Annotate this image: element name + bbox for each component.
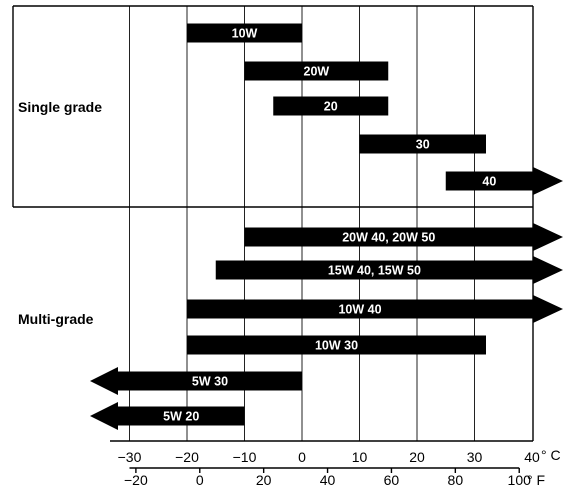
celsius-unit-label: ° C (541, 447, 561, 463)
bar-label: 5W 20 (163, 410, 199, 424)
fahrenheit-tick-label: 40 (320, 472, 336, 488)
celsius-tick-label: −30 (118, 449, 142, 465)
bar (445, 167, 563, 195)
group-label-0: Single grade (18, 99, 102, 115)
celsius-tick-label: 40 (524, 449, 540, 465)
bar-label: 20W 40, 20W 50 (342, 231, 435, 245)
bar-group-1: 20W 40, 20W 50 15W 40, 15W 50 10W 40 10W 30… (90, 223, 563, 430)
fahrenheit-unit-label: ° F (527, 472, 545, 488)
bar (187, 295, 563, 323)
bar-label: 20W (304, 65, 330, 79)
bar (90, 367, 302, 395)
bar-label: 10W 30 (315, 339, 358, 353)
fahrenheit-tick-label: 100 (508, 472, 532, 488)
fahrenheit-ticks: −20 0 20 40 60 80 100 (124, 468, 531, 488)
bar (273, 96, 389, 116)
group-label-1: Multi-grade (18, 311, 94, 327)
celsius-ticks: −30 −20 −10 0 10 20 30 40 (118, 449, 540, 465)
bar (359, 134, 486, 154)
bar (187, 335, 486, 355)
celsius-tick-label: 20 (409, 449, 425, 465)
bar-label: 30 (416, 138, 430, 152)
bar-label: 15W 40, 15W 50 (328, 264, 421, 278)
bar (244, 61, 389, 81)
bar (187, 23, 302, 43)
celsius-tick-label: 10 (352, 449, 368, 465)
bar-label: 40 (482, 175, 496, 189)
bar (244, 223, 563, 251)
fahrenheit-tick-label: 60 (384, 472, 400, 488)
celsius-tick-label: 30 (467, 449, 483, 465)
fahrenheit-tick-label: −20 (124, 472, 148, 488)
bar-label: 10W (232, 27, 258, 41)
bar (215, 256, 563, 284)
bar-label: 5W 30 (192, 375, 228, 389)
bar (90, 402, 245, 430)
bar-group-0: 10W 20W 20 30 40 (187, 23, 563, 195)
celsius-tick-label: −10 (233, 449, 257, 465)
celsius-tick-label: 0 (298, 449, 306, 465)
celsius-tick-label: −20 (175, 449, 199, 465)
fahrenheit-tick-label: 0 (196, 472, 204, 488)
fahrenheit-tick-label: 20 (256, 472, 272, 488)
bar-label: 20 (324, 100, 338, 114)
bar-label: 10W 40 (338, 303, 381, 317)
fahrenheit-tick-label: 80 (448, 472, 464, 488)
